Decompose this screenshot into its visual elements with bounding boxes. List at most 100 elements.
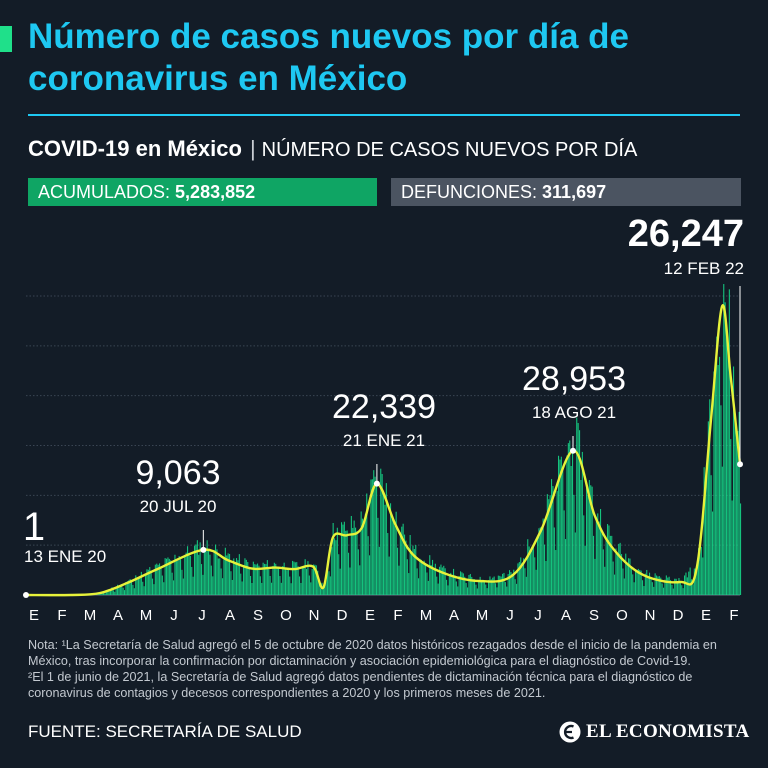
daily-case-bar bbox=[264, 563, 266, 595]
daily-case-bar bbox=[401, 526, 403, 595]
daily-case-bar bbox=[635, 569, 637, 595]
daily-case-bar bbox=[233, 558, 235, 595]
daily-case-bar bbox=[740, 503, 742, 595]
daily-case-bar bbox=[388, 556, 390, 595]
daily-case-bar bbox=[590, 485, 592, 595]
daily-case-bar bbox=[161, 575, 163, 595]
acumulados-value: 5,283,852 bbox=[175, 182, 256, 202]
daily-case-bar bbox=[413, 549, 415, 595]
daily-case-bar bbox=[654, 573, 656, 595]
daily-case-bar bbox=[147, 569, 149, 595]
daily-case-bar bbox=[152, 578, 154, 595]
daily-case-bar bbox=[363, 523, 365, 595]
daily-case-bar bbox=[150, 570, 152, 595]
daily-case-bar bbox=[332, 522, 334, 595]
daily-case-bar bbox=[173, 580, 175, 595]
daily-case-bar bbox=[703, 467, 705, 595]
daily-case-bar bbox=[692, 584, 694, 595]
daily-case-bar bbox=[230, 571, 232, 595]
daily-case-bar bbox=[510, 572, 512, 595]
daily-case-bar bbox=[649, 572, 651, 595]
daily-case-bar bbox=[195, 544, 197, 595]
annotation-value: 26,247 bbox=[628, 213, 744, 255]
daily-case-bar bbox=[387, 533, 389, 595]
daily-case-bar bbox=[202, 574, 204, 595]
daily-case-bar bbox=[672, 588, 674, 595]
daily-case-bar bbox=[734, 416, 736, 595]
x-tick-label: A bbox=[113, 607, 123, 624]
daily-case-bar bbox=[462, 573, 464, 595]
daily-case-bar bbox=[262, 562, 264, 595]
daily-case-bar bbox=[499, 575, 501, 595]
daily-case-bar bbox=[471, 576, 473, 595]
daily-case-bar bbox=[723, 284, 725, 595]
daily-case-bar bbox=[439, 566, 441, 595]
x-tick-label: M bbox=[420, 607, 433, 624]
daily-case-bar bbox=[261, 582, 263, 595]
x-tick-label: S bbox=[253, 607, 263, 624]
daily-case-bar bbox=[383, 491, 385, 595]
daily-case-bar bbox=[374, 476, 376, 595]
daily-case-bar bbox=[546, 494, 548, 595]
annotation-date: 18 AGO 21 bbox=[532, 403, 616, 422]
daily-case-bar bbox=[720, 405, 722, 595]
x-tick-label: F bbox=[729, 607, 738, 624]
daily-case-bar bbox=[658, 576, 660, 595]
daily-case-bar bbox=[271, 582, 273, 595]
daily-case-bar bbox=[352, 527, 354, 595]
daily-case-bar bbox=[423, 560, 425, 595]
daily-case-bar bbox=[121, 584, 123, 595]
daily-case-bar bbox=[250, 576, 252, 595]
daily-case-bar bbox=[108, 589, 110, 595]
daily-case-bar bbox=[643, 586, 645, 595]
daily-case-bar bbox=[650, 576, 652, 595]
daily-case-bar bbox=[532, 546, 534, 595]
daily-case-bar bbox=[196, 540, 198, 595]
x-tick-label: J bbox=[506, 607, 514, 624]
daily-case-bar bbox=[154, 564, 156, 595]
daily-case-bar bbox=[366, 493, 368, 595]
daily-case-bar bbox=[248, 568, 250, 595]
daily-case-bar bbox=[255, 564, 257, 595]
daily-case-bar bbox=[278, 566, 280, 595]
daily-case-bar bbox=[573, 494, 575, 595]
daily-case-bar bbox=[170, 560, 172, 595]
daily-case-bar bbox=[453, 568, 455, 595]
daily-case-bar bbox=[412, 545, 414, 595]
daily-case-bar bbox=[216, 549, 218, 595]
daily-case-bar bbox=[203, 550, 205, 595]
daily-case-bar bbox=[164, 558, 166, 595]
daily-case-bar bbox=[614, 574, 616, 595]
daily-case-bar bbox=[594, 558, 596, 595]
subtitle-separator: | bbox=[249, 136, 256, 161]
daily-case-bar bbox=[307, 561, 309, 595]
daily-case-bar bbox=[171, 572, 173, 595]
daily-case-bar bbox=[392, 521, 394, 595]
daily-case-bar bbox=[273, 562, 275, 595]
daily-case-bar bbox=[318, 582, 320, 595]
daily-case-bar bbox=[406, 559, 408, 595]
daily-case-bar bbox=[444, 568, 446, 595]
annotation-value: 9,063 bbox=[135, 454, 220, 492]
x-tick-label: A bbox=[225, 607, 235, 624]
daily-case-bar bbox=[663, 587, 665, 595]
daily-case-bar bbox=[566, 455, 568, 595]
daily-case-bar bbox=[184, 555, 186, 595]
daily-case-bar bbox=[502, 573, 504, 595]
daily-case-bar bbox=[212, 576, 214, 595]
daily-case-bar bbox=[537, 536, 539, 595]
daily-case-bar bbox=[432, 559, 434, 595]
daily-case-bar bbox=[726, 326, 728, 595]
daily-case-bar bbox=[223, 556, 225, 595]
daily-case-bar bbox=[229, 553, 231, 595]
daily-case-bar bbox=[632, 574, 634, 595]
daily-case-bar bbox=[416, 568, 418, 595]
daily-case-bar bbox=[534, 557, 536, 595]
daily-case-bar bbox=[362, 518, 364, 595]
daily-case-bar bbox=[667, 577, 669, 595]
daily-case-bar bbox=[297, 566, 299, 595]
daily-case-bar bbox=[656, 575, 658, 595]
daily-case-bar bbox=[448, 575, 450, 595]
daily-case-bar bbox=[355, 527, 357, 595]
